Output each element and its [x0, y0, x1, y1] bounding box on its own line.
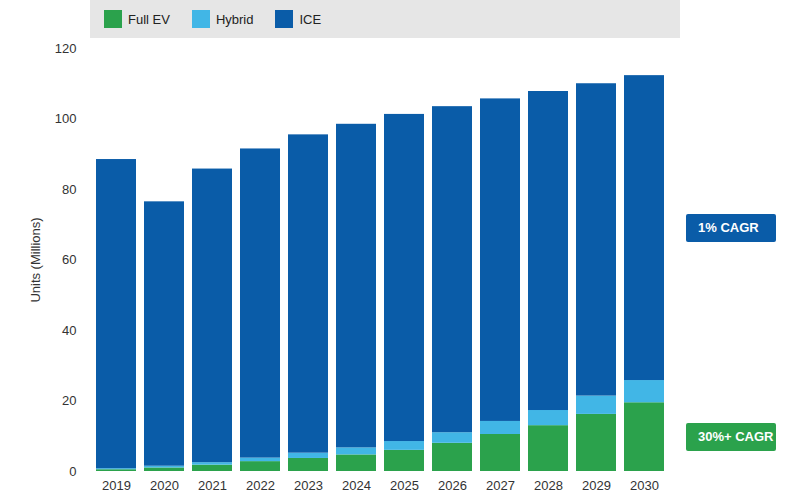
html-text:ICE: ICE: [299, 11, 322, 27]
svg-text:120: 120: [55, 41, 77, 56]
svg-text:2027: 2027: [486, 478, 515, 493]
svg-text:2022: 2022: [246, 478, 275, 493]
svg-text:80: 80: [62, 182, 76, 197]
html-text:Full EV: Full EV: [128, 11, 170, 27]
svg-text:2021: 2021: [198, 478, 227, 493]
svg-text:2023: 2023: [294, 478, 323, 493]
svg-text:100: 100: [55, 111, 77, 126]
svg-text:60: 60: [62, 252, 76, 267]
svg-text:2030: 2030: [630, 478, 659, 493]
svg-text:20: 20: [62, 393, 76, 408]
html-text:30%+ CAGR: 30%+ CAGR: [698, 428, 774, 444]
svg-text:2028: 2028: [534, 478, 563, 493]
svg-text:2025: 2025: [390, 478, 419, 493]
html-text:1% CAGR: 1% CAGR: [698, 219, 759, 235]
svg-text:40: 40: [62, 323, 76, 338]
svg-text:2024: 2024: [342, 478, 371, 493]
svg-text:2019: 2019: [102, 478, 131, 493]
svg-text:2029: 2029: [582, 478, 611, 493]
svg-text:2026: 2026: [438, 478, 467, 493]
html-text:Hybrid: Hybrid: [215, 11, 254, 27]
svg-text:0: 0: [69, 464, 76, 479]
svg-text:Units (Millions): Units (Millions): [28, 217, 43, 302]
svg-text:2020: 2020: [150, 478, 179, 493]
